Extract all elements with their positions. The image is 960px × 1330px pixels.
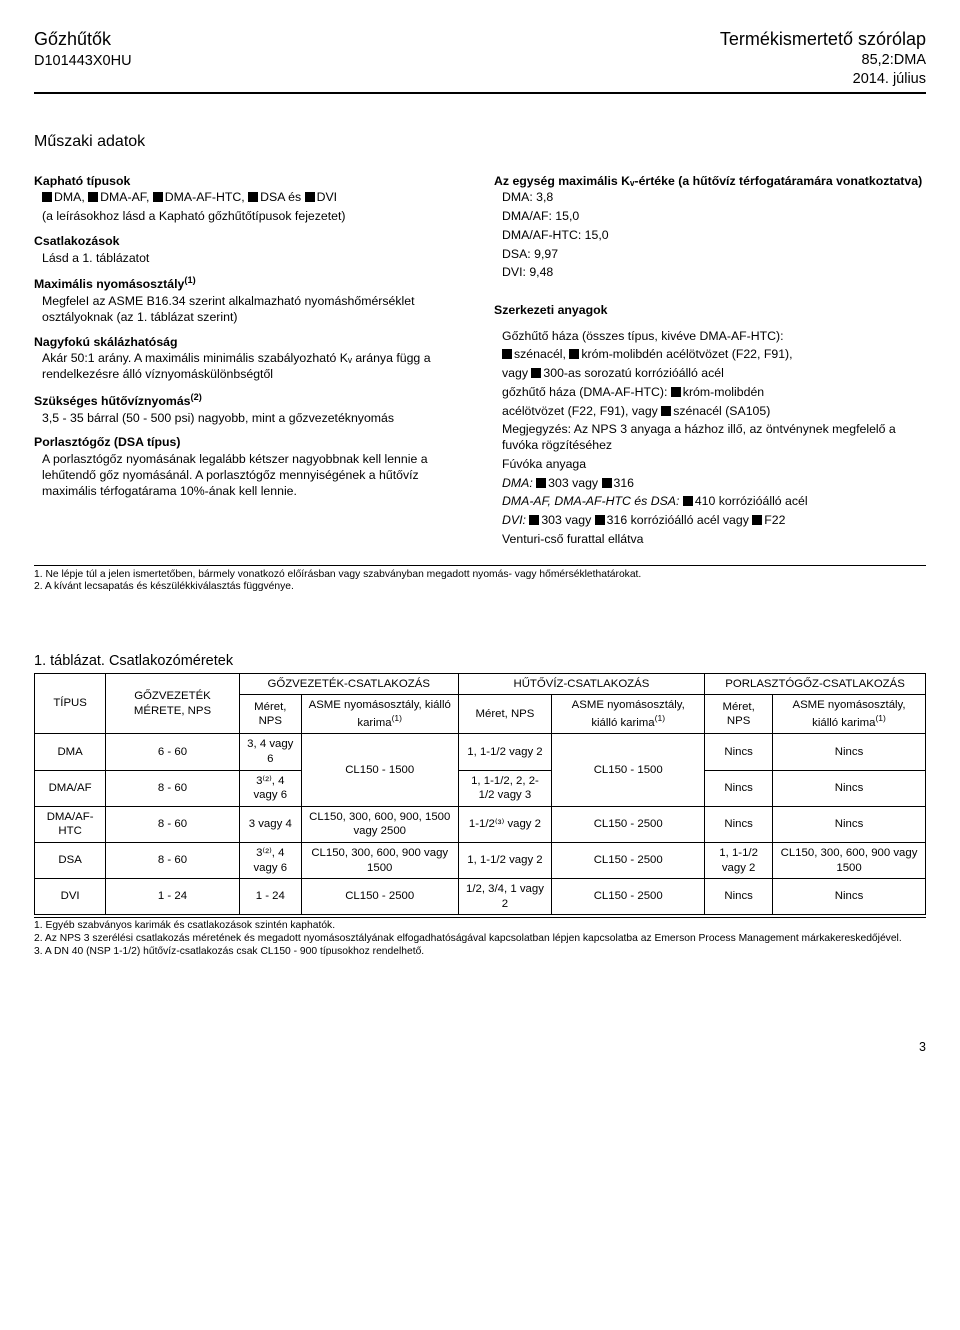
skala-body: Akár 50:1 arány. A maximális minimális s… [42,351,466,382]
square-icon [88,192,98,202]
square-icon [683,496,693,506]
porl-title: Porlasztógőz (DSA típus) [34,435,180,449]
square-icon [671,387,681,397]
materials-block: Gőzhűtő háza (összes típus, kivéve DMA-A… [502,329,926,548]
page-header: Gőzhűtők D101443X0HU Termékismertető szó… [34,28,926,94]
szuk-title: Szükséges hűtővíznyomás(2) [34,394,202,408]
left-column: Kapható típusok DMA, DMA-AF, DMA-AF-HTC,… [34,165,466,551]
header-left-title: Gőzhűtők [34,28,132,51]
square-icon [569,349,579,359]
square-icon [502,349,512,359]
sub-asme: ASME nyomásosztály, kiálló karima(1) [552,695,705,734]
header-left-sub: D101443X0HU [34,52,132,71]
footnote: 1. Egyéb szabványos karimák és csatlakoz… [34,920,926,933]
header-right-line1: 85,2:DMA [720,51,926,70]
szerkezet-title: Szerkezeti anyagok [494,303,607,317]
sub-meret: Méret, NPS [239,695,301,734]
porl-body: A porlasztógőz nyomásának legalább kétsz… [42,452,466,499]
square-icon [595,515,605,525]
square-icon [536,478,546,488]
page-number: 3 [34,1039,926,1055]
table-footnotes: 1. Egyéb szabványos karimák és csatlakoz… [34,917,926,959]
spec-columns: Kapható típusok DMA, DMA-AF, DMA-AF-HTC,… [34,165,926,551]
spec-footnotes: 1. Ne lépje túl a jelen ismertetőben, bá… [34,565,926,595]
footnote: 2. Az NPS 3 szerélési csatlakozás méreté… [34,933,926,946]
col-typus: TÍPUS [35,673,106,734]
sub-asme: ASME nyomásosztály, kiálló karima(1) [773,695,926,734]
szuk-body: 3,5 - 35 bárral (50 - 500 psi) nagyobb, … [42,411,466,427]
square-icon [153,192,163,202]
table-row: DSA 8 - 60 3⁽²⁾, 4 vagy 6 CL150, 300, 60… [35,842,926,878]
right-column: Az egység maximális Kᵥ-értéke (a hűtővíz… [494,165,926,551]
sub-meret: Méret, NPS [705,695,773,734]
table-row: DMA/AF 8 - 60 3⁽²⁾, 4 vagy 6 1, 1-1/2, 2… [35,770,926,806]
square-icon [529,515,539,525]
header-right-line2: 2014. július [720,70,926,89]
sub-meret: Méret, NPS [458,695,552,734]
kaphato-body: DMA, DMA-AF, DMA-AF-HTC, DSA és DVI [42,190,466,206]
group-header: HŰTŐVÍZ-CSATLAKOZÁS [458,673,705,695]
group-header: PORLASZTÓGŐZ-CSATLAKOZÁS [705,673,926,695]
header-right: Termékismertető szórólap 85,2:DMA 2014. … [720,28,926,88]
csatlak-body: Lásd a 1. táblázatot [42,251,466,267]
skala-title: Nagyfokú skálázhatóság [34,335,178,349]
size-table: TÍPUS GŐZVEZETÉK MÉRETE, NPS GŐZVEZETÉK-… [34,673,926,916]
square-icon [305,192,315,202]
square-icon [752,515,762,525]
square-icon [602,478,612,488]
kv-title: Az egység maximális Kᵥ-értéke (a hűtővíz… [494,174,922,188]
kaphato-title: Kapható típusok [34,174,130,188]
kaphato-paren: (a leírásokhoz lásd a Kapható gőzhűtőtíp… [42,209,466,225]
maxnyom-title: Maximális nyomásosztály(1) [34,277,196,291]
group-header: GŐZVEZETÉK-CSATLAKOZÁS [239,673,458,695]
kv-values: DMA: 3,8 DMA/AF: 15,0 DMA/AF-HTC: 15,0 D… [502,190,926,281]
footnote: 2. A kívánt lecsapatás és készülékkivála… [34,581,926,594]
footnote: 1. Ne lépje túl a jelen ismertetőben, bá… [34,569,926,582]
header-right-title: Termékismertető szórólap [720,28,926,51]
footnote: 3. A DN 40 (NSP 1-1/2) hűtővíz-csatlakoz… [34,946,926,959]
sub-asme: ASME nyomásosztály, kiálló karima(1) [301,695,458,734]
square-icon [42,192,52,202]
table-row: DMA/AF-HTC 8 - 60 3 vagy 4 CL150, 300, 6… [35,806,926,842]
section-title: Műszaki adatok [34,132,926,152]
table-row: DVI 1 - 24 1 - 24 CL150 - 2500 1/2, 3/4,… [35,879,926,915]
table-title: 1. táblázat. Csatlakozóméretek [34,652,926,671]
table-row: DMA 6 - 60 3, 4 vagy 6 CL150 - 1500 1, 1… [35,734,926,770]
col-gozmeret: GŐZVEZETÉK MÉRETE, NPS [106,673,240,734]
csatlak-title: Csatlakozások [34,234,119,248]
square-icon [531,368,541,378]
square-icon [248,192,258,202]
table-header-row: TÍPUS GŐZVEZETÉK MÉRETE, NPS GŐZVEZETÉK-… [35,673,926,695]
square-icon [661,406,671,416]
maxnyom-body: MegfeleI az ASME B16.34 szerint alkalmaz… [42,294,466,325]
header-left: Gőzhűtők D101443X0HU [34,28,132,71]
